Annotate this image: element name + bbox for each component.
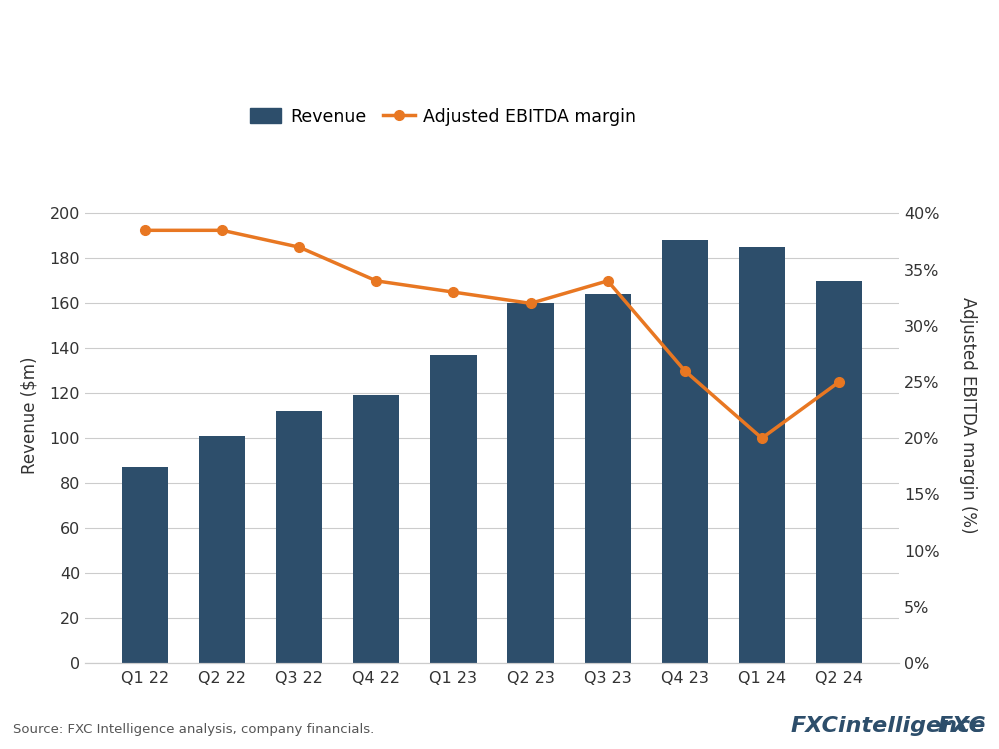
Bar	[507, 303, 553, 663]
Bar	[199, 436, 246, 663]
Bar	[276, 411, 323, 663]
Bar	[431, 355, 477, 663]
Bar	[816, 281, 862, 663]
Text: Source: FXC Intelligence analysis, company financials.: Source: FXC Intelligence analysis, compa…	[13, 723, 375, 736]
Y-axis label: Adjusted EBITDA margin (%): Adjusted EBITDA margin (%)	[959, 297, 977, 534]
Text: FXC: FXC	[938, 715, 986, 736]
Text: dLocal sees adjusted EBITDA margin rebound, revenue growth: dLocal sees adjusted EBITDA margin rebou…	[13, 27, 999, 55]
Bar	[354, 395, 400, 663]
Bar	[738, 247, 785, 663]
Text: FXCintelligence: FXCintelligence	[790, 715, 986, 736]
Bar	[661, 240, 708, 663]
Legend: Revenue, Adjusted EBITDA margin: Revenue, Adjusted EBITDA margin	[243, 100, 643, 133]
Bar	[584, 294, 630, 663]
Bar	[122, 467, 168, 663]
Y-axis label: Revenue ($m): Revenue ($m)	[20, 357, 38, 474]
Text: dLocal quarterly revenues and adjusted EBITDA margin, 2021-2024: dLocal quarterly revenues and adjusted E…	[13, 76, 647, 96]
